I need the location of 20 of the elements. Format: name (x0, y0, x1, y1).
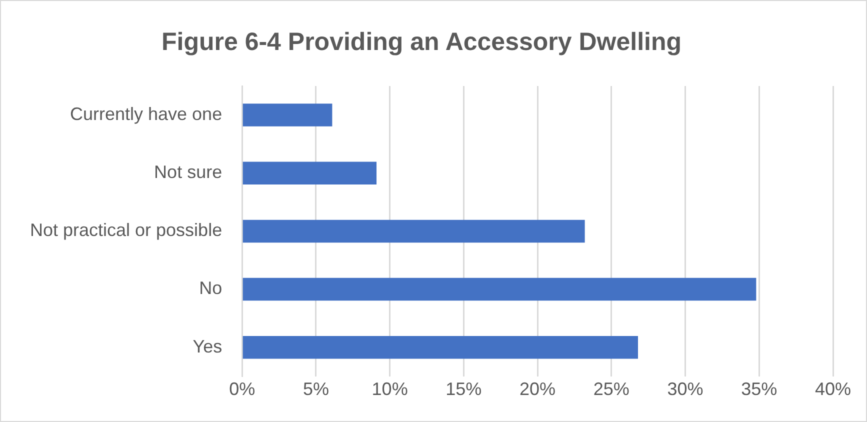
bar (242, 220, 585, 243)
x-tick-label: 10% (372, 379, 408, 400)
x-tick-label: 35% (741, 379, 778, 400)
x-tick-label: 20% (520, 379, 556, 400)
y-tick-label: Yes (192, 336, 222, 356)
y-tick-label: No (199, 278, 222, 298)
y-tick-label: Currently have one (70, 104, 222, 124)
chart-title: Figure 6-4 Providing an Accessory Dwelling (161, 28, 682, 56)
x-tick-label: 15% (446, 379, 482, 400)
x-tick-label: 25% (593, 379, 630, 400)
x-tick-label: 30% (667, 379, 704, 400)
x-tick-label: 40% (814, 379, 852, 400)
x-tick-label: 5% (302, 379, 329, 400)
y-tick-label: Not sure (154, 162, 222, 182)
bar (242, 336, 638, 359)
x-tick-label: 0% (229, 379, 256, 400)
bar (242, 162, 377, 185)
bar (242, 104, 332, 126)
y-tick-label: Not practical or possible (30, 220, 222, 240)
bar (242, 278, 756, 301)
